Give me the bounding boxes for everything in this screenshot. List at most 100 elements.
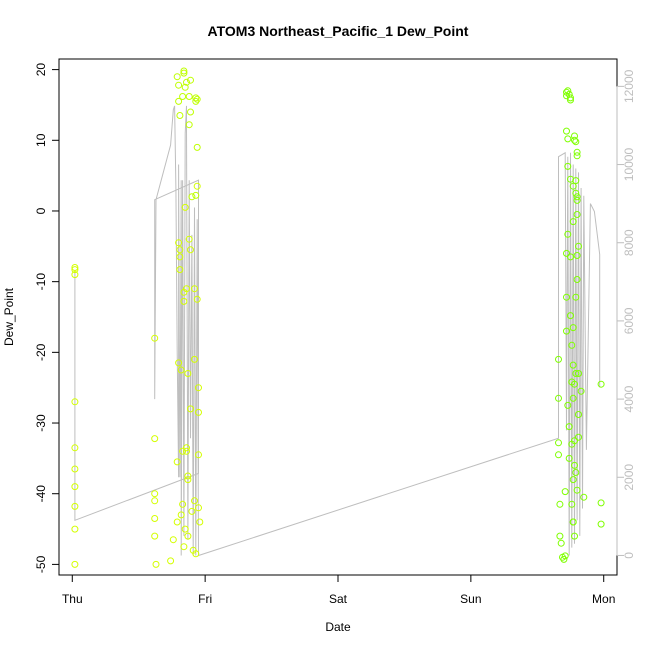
y-tick-label: -10 — [34, 273, 48, 291]
y2-tick-label: 6000 — [622, 307, 636, 334]
data-point — [555, 394, 562, 402]
data-point — [187, 246, 194, 254]
data-point — [183, 447, 190, 455]
data-point — [176, 246, 184, 254]
plot-frame — [58, 58, 618, 576]
data-point — [192, 550, 200, 558]
y-tick-label: 0 — [34, 207, 48, 214]
data-point — [192, 191, 200, 199]
y-tick-label: -30 — [34, 414, 48, 432]
data-point — [191, 355, 198, 363]
data-point — [187, 76, 194, 84]
data-point — [555, 439, 562, 447]
point-series-layer — [71, 67, 605, 568]
data-point — [175, 97, 183, 105]
data-point — [565, 423, 573, 431]
data-point — [179, 500, 187, 508]
y-tick-label: 10 — [34, 133, 48, 147]
data-point — [575, 242, 582, 250]
y2-tick-label: 4000 — [622, 385, 636, 412]
data-point — [173, 518, 181, 526]
data-point — [569, 218, 577, 226]
data-point — [575, 370, 582, 377]
data-point — [180, 297, 188, 305]
data-point — [151, 490, 159, 498]
data-point — [173, 73, 181, 81]
data-point — [564, 135, 572, 143]
data-point — [71, 525, 79, 533]
data-point — [151, 334, 159, 342]
data-point — [597, 499, 605, 507]
data-point — [563, 327, 570, 335]
data-point — [195, 451, 202, 459]
y-axis-label: Dew_Point — [2, 287, 16, 346]
data-point — [573, 211, 581, 218]
data-point — [193, 182, 201, 190]
y2-tick-label: 2000 — [622, 464, 636, 491]
data-point — [179, 447, 187, 455]
data-point — [183, 78, 190, 86]
data-point — [569, 394, 577, 402]
data-point — [193, 143, 201, 151]
data-point — [563, 127, 570, 135]
data-point — [573, 276, 581, 283]
data-point — [71, 266, 79, 274]
data-point — [571, 437, 578, 445]
data-point — [177, 366, 185, 374]
data-point — [580, 493, 588, 501]
data-point — [191, 285, 198, 293]
data-point — [173, 458, 181, 466]
data-point — [71, 398, 79, 406]
data-point — [571, 136, 578, 144]
x-tick-label: Sat — [329, 592, 348, 606]
y-tick-label: -20 — [34, 343, 48, 361]
data-point — [555, 451, 562, 459]
data-point — [555, 355, 562, 363]
y-tick-label: -40 — [34, 485, 48, 503]
data-point — [176, 266, 184, 274]
altitude-line — [74, 105, 601, 557]
x-tick-label: Mon — [592, 592, 615, 606]
data-point — [563, 293, 570, 301]
data-point — [175, 239, 183, 247]
data-point — [185, 121, 193, 129]
data-point — [71, 502, 79, 510]
data-point — [573, 252, 581, 259]
data-point — [556, 532, 564, 540]
data-point — [567, 94, 574, 102]
data-point — [573, 196, 581, 204]
data-point — [572, 138, 580, 146]
data-point — [569, 182, 577, 190]
data-point — [183, 285, 190, 293]
data-point — [71, 264, 79, 271]
data-point — [181, 203, 189, 211]
data-point — [569, 324, 577, 332]
data-point — [151, 435, 159, 443]
data-point — [177, 511, 185, 519]
y2-tick-label: 10000 — [622, 148, 636, 182]
data-point — [572, 177, 580, 185]
data-point — [560, 555, 568, 563]
data-point — [597, 520, 605, 528]
y-tick-label: -50 — [34, 555, 48, 573]
data-point — [196, 518, 204, 526]
data-point — [151, 497, 159, 505]
data-point — [181, 83, 189, 91]
data-point — [169, 536, 177, 544]
data-point — [564, 230, 572, 238]
y-tick-label: 20 — [34, 63, 48, 77]
data-point — [176, 112, 184, 119]
data-point — [152, 560, 160, 568]
data-point — [180, 67, 188, 75]
data-point — [572, 189, 580, 197]
data-point — [195, 408, 202, 416]
data-point — [573, 152, 581, 160]
data-point — [180, 69, 188, 77]
data-point — [569, 476, 577, 484]
x-axis-label: Date — [325, 620, 351, 634]
data-point — [571, 532, 578, 540]
data-point — [184, 370, 192, 377]
data-point — [193, 95, 201, 103]
data-point — [181, 525, 189, 533]
data-point — [564, 401, 572, 409]
